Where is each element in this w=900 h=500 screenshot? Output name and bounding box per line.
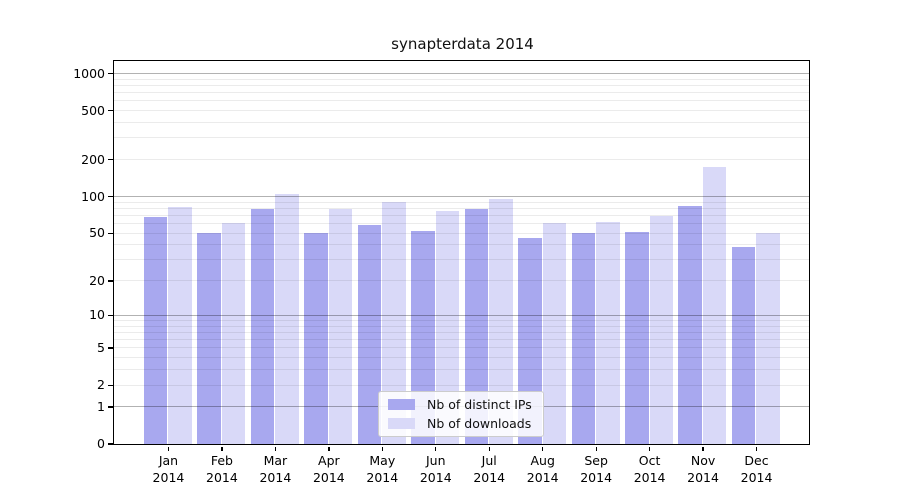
x-tick-jan <box>167 446 170 452</box>
gridline-1000 <box>114 73 810 75</box>
x-tick-label-may: May 2014 <box>366 453 399 485</box>
gridline-70 <box>114 214 810 216</box>
bar-distinct-ips-jun <box>411 230 435 445</box>
gridline-10 <box>114 314 810 316</box>
gridline-90 <box>114 201 810 203</box>
gridline-500 <box>114 110 810 112</box>
x-tick-sep <box>595 446 597 452</box>
gridline-20 <box>114 280 810 282</box>
legend-swatch-downloads-icon <box>388 418 415 430</box>
x-tick-label-jan: Jan 2014 <box>152 453 185 485</box>
y-tick-label-200: 200 <box>81 151 105 167</box>
bar-downloads-may <box>382 201 406 445</box>
x-tick-label-sep: Sep 2014 <box>580 453 613 485</box>
x-tick-label-apr: Apr 2014 <box>312 453 345 485</box>
legend-item-distinct-ips: Nb of distinct IPs <box>388 396 535 413</box>
y-tick-label-50: 50 <box>89 225 105 241</box>
legend-swatch-distinct-ips-icon <box>388 398 415 410</box>
gridline-900 <box>114 78 810 80</box>
grid-layer <box>114 61 810 444</box>
x-tick-dec <box>755 446 758 452</box>
x-tick-aug <box>542 446 544 452</box>
x-tick-label-mar: Mar 2014 <box>259 453 292 485</box>
bar-distinct-ips-jul <box>464 208 489 445</box>
bar-distinct-ips-nov <box>678 205 702 445</box>
gridline-80 <box>114 207 810 209</box>
gridline-8 <box>114 325 810 327</box>
x-tick-label-aug: Aug 2014 <box>526 453 559 485</box>
legend-label-distinct-ips: Nb of distinct IPs <box>427 396 532 412</box>
bar-downloads-nov <box>702 167 727 445</box>
bar-distinct-ips-dec <box>731 247 756 445</box>
bar-distinct-ips-feb <box>197 232 221 445</box>
x-tick-label-oct: Oct 2014 <box>633 453 666 485</box>
gridline-300 <box>114 137 810 139</box>
y-tick-label-2: 2 <box>97 377 105 393</box>
gridline-700 <box>114 92 810 94</box>
x-tick-may <box>381 446 383 452</box>
y-tick-label-0: 0 <box>97 436 105 451</box>
y-tick-label-500: 500 <box>81 102 105 118</box>
gridline-4 <box>114 357 810 359</box>
gridline-6 <box>114 339 810 341</box>
gridline-2 <box>114 384 810 386</box>
x-tick-nov <box>702 446 704 452</box>
gridline-100 <box>114 196 810 198</box>
x-tick-label-dec: Dec 2014 <box>740 453 773 485</box>
x-tick-jun <box>435 446 437 452</box>
bar-downloads-oct <box>649 215 673 445</box>
legend: Nb of distinct IPs Nb of downloads <box>378 391 544 437</box>
x-tick-mar <box>274 446 277 452</box>
gridline-7 <box>114 331 810 333</box>
x-tick-oct <box>649 446 651 452</box>
gridline-30 <box>114 259 810 261</box>
plot-area <box>113 60 811 446</box>
gridline-800 <box>114 85 810 87</box>
chart-title: synapterdata 2014 <box>391 35 534 53</box>
x-tick-label-feb: Feb 2014 <box>206 453 238 485</box>
bar-downloads-sep <box>596 222 620 445</box>
x-tick-label-nov: Nov 2014 <box>687 453 719 485</box>
gridline-200 <box>114 159 810 161</box>
bar-downloads-aug <box>542 223 567 445</box>
x-tick-label-jun: Jun 2014 <box>419 453 452 485</box>
gridline-400 <box>114 122 810 124</box>
bar-downloads-feb <box>221 223 246 445</box>
gridline-600 <box>114 100 810 102</box>
gridline-60 <box>114 223 810 225</box>
gridline-40 <box>114 244 810 246</box>
bar-downloads-mar <box>275 194 299 445</box>
y-tick-label-100: 100 <box>81 188 105 204</box>
bar-distinct-ips-may <box>357 224 382 445</box>
gridline-9 <box>114 319 810 321</box>
bar-distinct-ips-jan <box>143 217 168 445</box>
x-tick-apr <box>328 446 330 452</box>
gridline-50 <box>114 232 810 234</box>
y-tick-label-10: 10 <box>89 307 105 323</box>
bar-downloads-jan <box>168 206 192 445</box>
bar-distinct-ips-sep <box>571 232 596 445</box>
bar-downloads-jun <box>435 211 460 445</box>
bar-downloads-apr <box>328 208 353 445</box>
bar-downloads-jul <box>489 199 513 445</box>
y-tick-label-20: 20 <box>89 272 105 288</box>
bar-distinct-ips-oct <box>625 231 649 445</box>
gridline-5 <box>114 347 810 349</box>
y-tick-label-1000: 1000 <box>73 65 105 81</box>
x-tick-jul <box>488 446 490 452</box>
gridline-3 <box>114 369 810 371</box>
x-tick-label-jul: Jul 2014 <box>473 453 506 485</box>
bar-distinct-ips-apr <box>304 232 328 445</box>
bar-distinct-ips-mar <box>250 208 275 445</box>
y-tick-label-5: 5 <box>97 339 105 355</box>
legend-label-downloads: Nb of downloads <box>427 416 532 432</box>
x-tick-feb <box>221 446 223 452</box>
legend-item-downloads: Nb of downloads <box>388 416 535 433</box>
bar-downloads-dec <box>756 232 780 445</box>
y-tick-label-1: 1 <box>97 398 105 414</box>
